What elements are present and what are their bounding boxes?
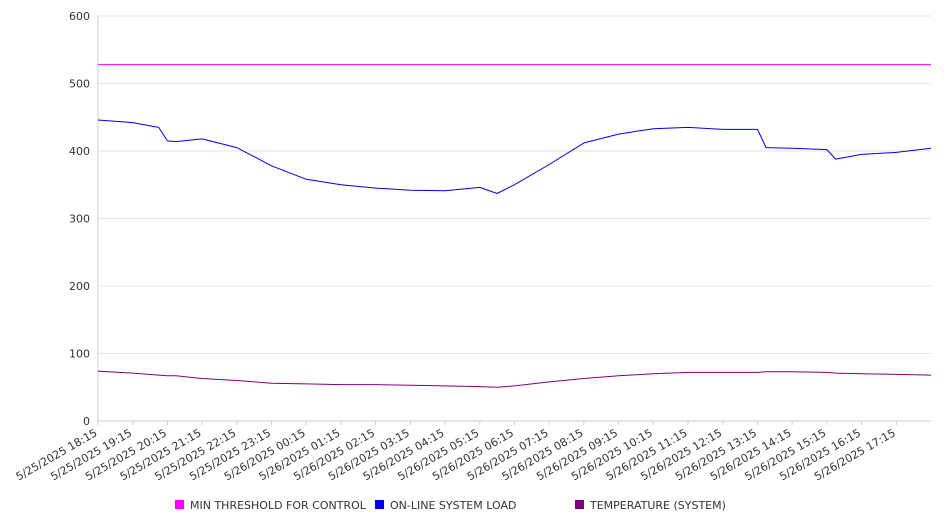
legend-swatch [575,500,584,509]
legend-label: ON-LINE SYSTEM LOAD [390,499,516,512]
legend-swatch [175,500,184,509]
y-tick-label: 0 [83,415,90,428]
legend-label: MIN THRESHOLD FOR CONTROL [190,499,367,512]
y-tick-label: 400 [69,145,90,158]
gridlines [98,15,931,422]
y-tick-label: 100 [69,348,90,361]
y-tick-label: 300 [69,213,90,226]
y-tick-label: 500 [69,78,90,91]
series-line [97,119,932,194]
series-lines [97,64,932,388]
y-tick-label: 200 [69,280,90,293]
series-line [97,370,932,388]
legend-swatch [375,500,384,509]
legend: MIN THRESHOLD FOR CONTROL ON-LINE SYSTEM … [175,499,726,512]
legend-label: TEMPERATURE (SYSTEM) [589,499,726,512]
y-tick-label: 600 [69,10,90,23]
